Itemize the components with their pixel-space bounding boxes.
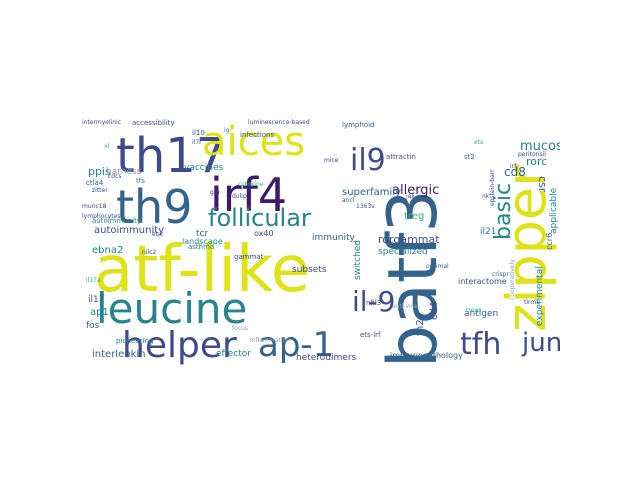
- word: il17a: [86, 277, 101, 284]
- word: allergic: [392, 183, 440, 198]
- word: superfamily: [342, 187, 402, 198]
- word: interleukin: [92, 349, 146, 360]
- word: crispr: [492, 271, 509, 278]
- word: attractin: [386, 153, 416, 161]
- word: tcr: [196, 229, 209, 239]
- word: ap1: [90, 307, 109, 318]
- word: inflammation: [250, 337, 290, 344]
- word: aices: [202, 119, 306, 165]
- word: ap-1: [258, 325, 335, 365]
- word: cd8: [504, 165, 526, 179]
- word: ets: [474, 139, 484, 146]
- word: optimal: [426, 263, 449, 270]
- word: munc18: [82, 203, 107, 210]
- word: tfh: [460, 327, 502, 362]
- word: accessibility: [132, 119, 175, 127]
- word: fos: [86, 321, 100, 331]
- word: intermyelinic: [82, 119, 122, 126]
- word: harness: [106, 167, 142, 177]
- word: il9: [350, 143, 386, 178]
- word: heterodimers: [296, 353, 357, 363]
- word: applicable: [549, 187, 559, 234]
- word: tirmb: [524, 299, 541, 306]
- word: tregs: [466, 307, 482, 314]
- word: helper: [122, 325, 237, 366]
- word: ebv: [152, 231, 164, 238]
- word-cloud: batf3 atf-like th9 irf4 th17 aices leuci…: [80, 110, 560, 370]
- word: st2: [464, 153, 475, 161]
- word: rorc: [526, 155, 548, 168]
- word: zitter: [92, 187, 108, 194]
- word: landscape: [182, 237, 223, 246]
- word: nfil3: [366, 299, 382, 307]
- word: nk: [482, 193, 490, 200]
- word: vaccines: [184, 163, 224, 173]
- word: focus: [232, 325, 249, 332]
- word: th17: [116, 128, 227, 184]
- word: rorgammat: [378, 233, 440, 246]
- word: mice: [324, 157, 339, 164]
- word: leucine: [96, 284, 248, 333]
- word: th2: [415, 319, 426, 336]
- word: immunity: [312, 233, 355, 243]
- word: il-9: [352, 285, 396, 318]
- word: antigen: [464, 309, 499, 319]
- word: mucosal: [520, 139, 560, 154]
- word: ancl: [342, 197, 355, 204]
- word: ets-irf: [360, 331, 381, 339]
- word: il17: [88, 295, 105, 305]
- word: epstein-barr: [489, 169, 496, 206]
- word: immunopathology: [390, 351, 463, 360]
- word: specialized: [378, 247, 428, 257]
- word: gammat: [234, 253, 264, 261]
- word: atf-like: [94, 233, 311, 307]
- word: autoimmunity: [92, 217, 142, 225]
- word: ccr6: [545, 232, 554, 250]
- word: ox40: [254, 229, 274, 238]
- word: luminescence-based: [248, 119, 310, 126]
- word: switched: [353, 240, 363, 280]
- word: jun: [522, 328, 560, 358]
- word: autoimmunity: [94, 225, 165, 236]
- word: gm: [210, 189, 220, 196]
- word: nilc2: [142, 249, 157, 256]
- word: effector: [216, 349, 251, 359]
- word: tfs: [136, 177, 145, 185]
- word: experimental: [535, 266, 545, 326]
- word: irf4: [210, 168, 288, 222]
- word: pioneering: [116, 337, 154, 345]
- word: il10: [192, 129, 205, 137]
- word: irf: [510, 163, 517, 170]
- word: cdcs: [108, 173, 122, 180]
- word: csr: [536, 176, 549, 193]
- word: anti-viral: [392, 303, 419, 310]
- word: lymphocytes: [82, 213, 121, 220]
- word: peritonsil: [518, 151, 546, 158]
- word: jak: [406, 193, 415, 200]
- word: ig: [224, 127, 230, 134]
- word: asthma: [188, 243, 215, 251]
- word: ebna2: [92, 245, 124, 256]
- word: cytokine: [238, 181, 264, 188]
- word: cooperatively: [509, 259, 516, 300]
- word: dulip: [232, 193, 247, 200]
- word: ppis: [88, 165, 111, 178]
- word: il7r: [192, 139, 202, 146]
- word: ctla4: [86, 179, 104, 187]
- word: cd4: [429, 301, 440, 320]
- word: subsets: [292, 265, 327, 275]
- word: interactome: [458, 277, 507, 286]
- word: infections: [240, 131, 275, 139]
- word: lymphoid: [342, 121, 375, 129]
- word: xl: [104, 143, 110, 150]
- word: 1363v: [356, 203, 375, 210]
- word: follicular: [208, 204, 311, 232]
- word: treg: [404, 211, 425, 222]
- word: th9: [116, 180, 193, 234]
- word: il21: [480, 227, 497, 237]
